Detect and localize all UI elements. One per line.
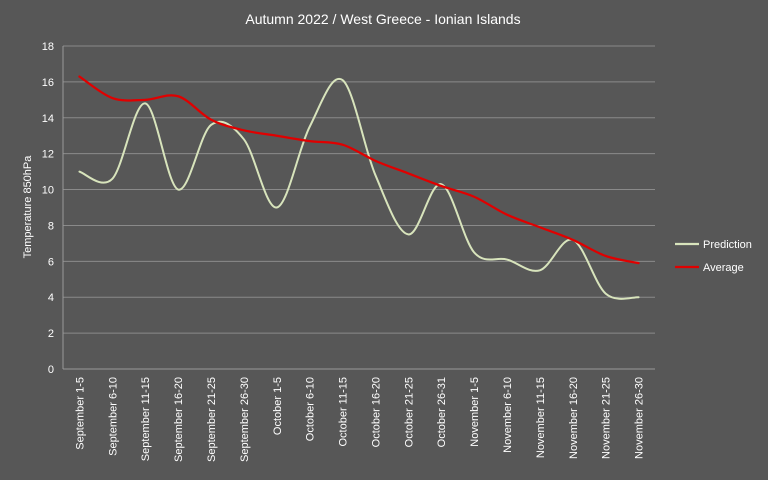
x-tick-label: October 26-31 <box>436 377 448 447</box>
legend-label-prediction: Prediction <box>703 239 752 251</box>
y-tick-label: 8 <box>48 220 54 232</box>
y-tick-label: 18 <box>42 41 54 53</box>
x-tick-label: October 21-25 <box>403 377 415 447</box>
y-tick-label: 12 <box>42 149 54 161</box>
y-tick-label: 4 <box>48 292 54 304</box>
y-tick-label: 0 <box>48 364 54 376</box>
y-tick-label: 14 <box>42 113 54 125</box>
x-axis-ticks: September 1-5 September 6-10 September 11-… <box>74 377 645 462</box>
y-tick-label: 10 <box>42 185 54 197</box>
series-line-prediction <box>78 77 640 300</box>
y-axis-label: Temperature 850hPa <box>22 155 34 259</box>
grid-lines <box>62 45 655 370</box>
x-tick-label: September 21-25 <box>206 377 218 462</box>
x-tick-label: November 26-30 <box>634 377 646 459</box>
series-lines <box>78 75 640 300</box>
x-tick-label: September 26-30 <box>239 377 251 462</box>
x-tick-label: November 1-5 <box>469 377 481 447</box>
legend-label-average: Average <box>703 262 744 274</box>
y-tick-label: 16 <box>42 77 54 89</box>
x-tick-label: September 16-20 <box>173 377 185 462</box>
x-tick-label: November 6-10 <box>502 377 514 453</box>
legend: Prediction Average <box>675 239 752 274</box>
x-tick-label: November 11-15 <box>535 377 547 458</box>
x-tick-label: October 1-5 <box>272 377 284 435</box>
y-axis-ticks: 0 2 4 6 8 10 12 14 16 18 <box>42 41 54 376</box>
x-tick-label: October 6-10 <box>305 377 317 441</box>
x-tick-label: September 11-15 <box>140 377 152 461</box>
x-tick-label: September 6-10 <box>107 377 119 456</box>
x-tick-label: November 21-25 <box>601 377 613 459</box>
y-tick-label: 2 <box>48 328 54 340</box>
x-tick-label: October 16-20 <box>370 377 382 447</box>
y-tick-label: 6 <box>48 256 54 268</box>
x-tick-label: October 11-15 <box>338 377 350 447</box>
x-tick-label: September 1-5 <box>74 377 86 450</box>
x-tick-label: November 16-20 <box>568 377 580 459</box>
chart-title: Autumn 2022 / West Greece - Ionian Islan… <box>245 11 520 27</box>
series-line-average <box>78 75 640 265</box>
